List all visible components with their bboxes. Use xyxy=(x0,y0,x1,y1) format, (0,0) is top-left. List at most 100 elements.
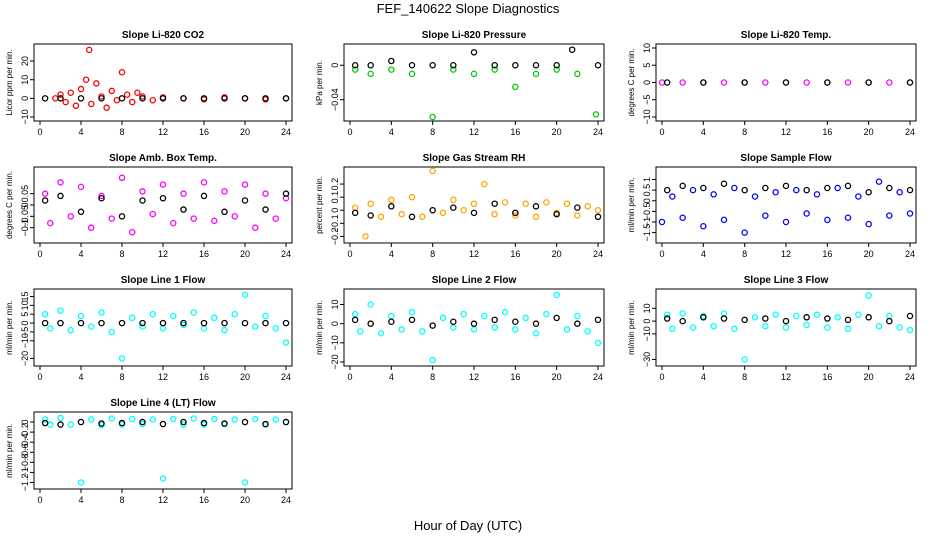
series-avg xyxy=(663,180,914,196)
data-point xyxy=(470,70,478,78)
x-tick-label: 20 xyxy=(240,249,250,259)
data-point xyxy=(429,62,436,69)
data-point xyxy=(108,328,116,336)
y-axis-label: kPa per min. xyxy=(315,60,324,105)
data-point xyxy=(663,186,671,194)
x-tick-label: 16 xyxy=(822,127,832,137)
data-point xyxy=(62,98,69,106)
data-point xyxy=(57,192,64,200)
y-tick-label: 10 xyxy=(330,299,340,309)
data-point xyxy=(594,206,602,214)
data-point xyxy=(377,329,385,337)
data-point xyxy=(689,324,697,331)
data-point xyxy=(532,70,540,78)
x-tick-label: 0 xyxy=(659,249,664,259)
data-point xyxy=(803,79,810,86)
data-point xyxy=(470,326,478,333)
y-tick-label: −20 xyxy=(20,351,30,366)
data-point xyxy=(180,319,187,327)
data-point xyxy=(190,415,197,422)
data-point xyxy=(512,318,519,325)
x-tick-label: 16 xyxy=(510,372,520,382)
x-tick-label: 0 xyxy=(37,372,42,382)
series-all xyxy=(663,292,914,363)
data-point xyxy=(210,217,218,225)
data-point xyxy=(159,181,167,188)
data-point xyxy=(159,475,167,482)
data-point xyxy=(351,204,359,211)
data-point xyxy=(553,62,560,69)
data-point xyxy=(123,91,131,98)
x-tick-label: 4 xyxy=(701,127,706,137)
data-point xyxy=(886,184,893,192)
plot-frame xyxy=(655,43,917,122)
data-point xyxy=(439,209,447,217)
data-point xyxy=(700,79,707,86)
data-point xyxy=(906,312,914,320)
data-point xyxy=(88,224,95,231)
data-point xyxy=(906,210,914,217)
x-tick-label: 24 xyxy=(593,372,603,382)
x-tick-label: 16 xyxy=(199,249,209,259)
data-point xyxy=(72,102,80,110)
data-point xyxy=(221,188,228,195)
panel-2: Slope Li-820 Pressure 0 4 8 12 16 20 24 −0.04 0 kP… xyxy=(315,30,605,137)
x-tick-label: 24 xyxy=(593,127,603,137)
data-point xyxy=(793,312,800,320)
x-tick-label: 20 xyxy=(552,372,562,382)
data-point xyxy=(762,79,769,86)
data-point xyxy=(139,319,146,327)
panel-title: Slope Li-820 Pressure xyxy=(422,30,527,41)
data-point xyxy=(93,80,100,87)
data-point xyxy=(803,210,810,217)
x-tick-label: 16 xyxy=(822,372,832,382)
data-point xyxy=(663,315,671,322)
data-point xyxy=(128,228,136,236)
y-tick-label: −10 xyxy=(330,335,340,350)
data-point xyxy=(388,66,395,73)
series-all xyxy=(52,46,290,111)
data-point xyxy=(679,79,686,86)
data-point xyxy=(824,324,831,331)
data-point xyxy=(512,212,519,219)
panel-4: Slope Amb. Box Temp. 0 4 8 12 16 20 24 −0.1−0.05… xyxy=(5,153,293,259)
data-point xyxy=(532,213,540,221)
x-tick-label: 20 xyxy=(552,127,562,137)
data-point xyxy=(522,314,529,322)
y-axis-label: ml/min per min. xyxy=(5,423,14,478)
data-point xyxy=(824,315,831,322)
data-point xyxy=(679,214,686,221)
data-point xyxy=(200,325,208,332)
data-point xyxy=(77,85,85,93)
data-point xyxy=(844,79,852,86)
data-point xyxy=(563,200,571,207)
data-point xyxy=(221,420,228,427)
x-tick-label: 4 xyxy=(389,372,394,382)
data-point xyxy=(134,89,141,97)
data-point xyxy=(57,414,64,422)
data-point xyxy=(669,325,676,333)
data-point xyxy=(731,325,738,333)
y-axis-label: ml/min per min. xyxy=(5,300,14,355)
data-point xyxy=(139,420,146,428)
x-tick-label: 12 xyxy=(781,372,791,382)
data-point xyxy=(241,95,249,102)
data-point xyxy=(824,216,831,224)
data-point xyxy=(190,309,197,316)
data-point xyxy=(57,91,64,98)
y-tick-label: 0 xyxy=(330,208,340,213)
data-point xyxy=(262,190,269,197)
data-point xyxy=(720,315,728,322)
x-tick-label: 24 xyxy=(905,127,915,137)
data-point xyxy=(543,199,550,206)
data-point xyxy=(782,79,790,86)
data-point xyxy=(491,66,498,73)
data-point xyxy=(231,213,238,220)
x-tick-label: 12 xyxy=(469,249,479,259)
data-point xyxy=(398,210,405,218)
y-tick-label: 0 xyxy=(330,63,340,68)
data-point xyxy=(481,180,488,188)
data-point xyxy=(824,79,831,86)
y-tick-label: 10 xyxy=(20,75,30,85)
data-point xyxy=(532,320,540,327)
